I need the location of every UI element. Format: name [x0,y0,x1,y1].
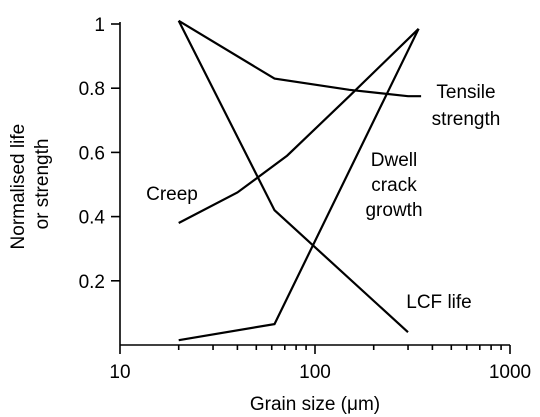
series-label-line: strength [432,109,501,130]
series-label-line: Dwell [371,150,417,171]
ticks [111,23,511,354]
x-axis-title: Grain size (μm) [250,394,380,415]
x-tick-label: 1000 [489,362,531,383]
y-tick-label: 0.8 [79,79,105,100]
y-axis-title-line-2: or strength [32,139,53,230]
y-axis-title: Normalised life or strength [8,119,53,250]
series-label-line: growth [365,200,422,221]
y-tick-label: 0.6 [79,143,105,164]
y-tick-label: 0.4 [79,208,106,229]
series-label-line: crack [371,175,417,196]
series [177,19,422,342]
series-label-line: LCF life [406,292,471,313]
series-line-dwell [178,28,420,342]
y-axis-title-line-1: Normalised life [8,124,29,250]
annotations: Tensile strength Creep Dwell crack growth LCF … [146,82,500,313]
x-tick-label: 10 [109,362,130,383]
tick-labels: 10 100 1000 0.2 0.4 0.6 0.8 1 [79,15,532,383]
x-tick-label: 100 [299,362,331,383]
y-tick-label: 1 [94,15,105,36]
series-line-lcf [177,20,409,334]
series-label-dwell: Dwell crack growth [365,150,422,221]
series-label-lcf: LCF life [406,292,471,313]
series-line-tensile [178,19,422,98]
series-label-creep: Creep [146,184,198,205]
series-label-line: Tensile [436,82,495,103]
y-tick-label: 0.2 [79,272,105,293]
series-line-creep [178,28,420,224]
series-label-tensile: Tensile strength [432,82,501,130]
series-label-line: Creep [146,184,198,205]
